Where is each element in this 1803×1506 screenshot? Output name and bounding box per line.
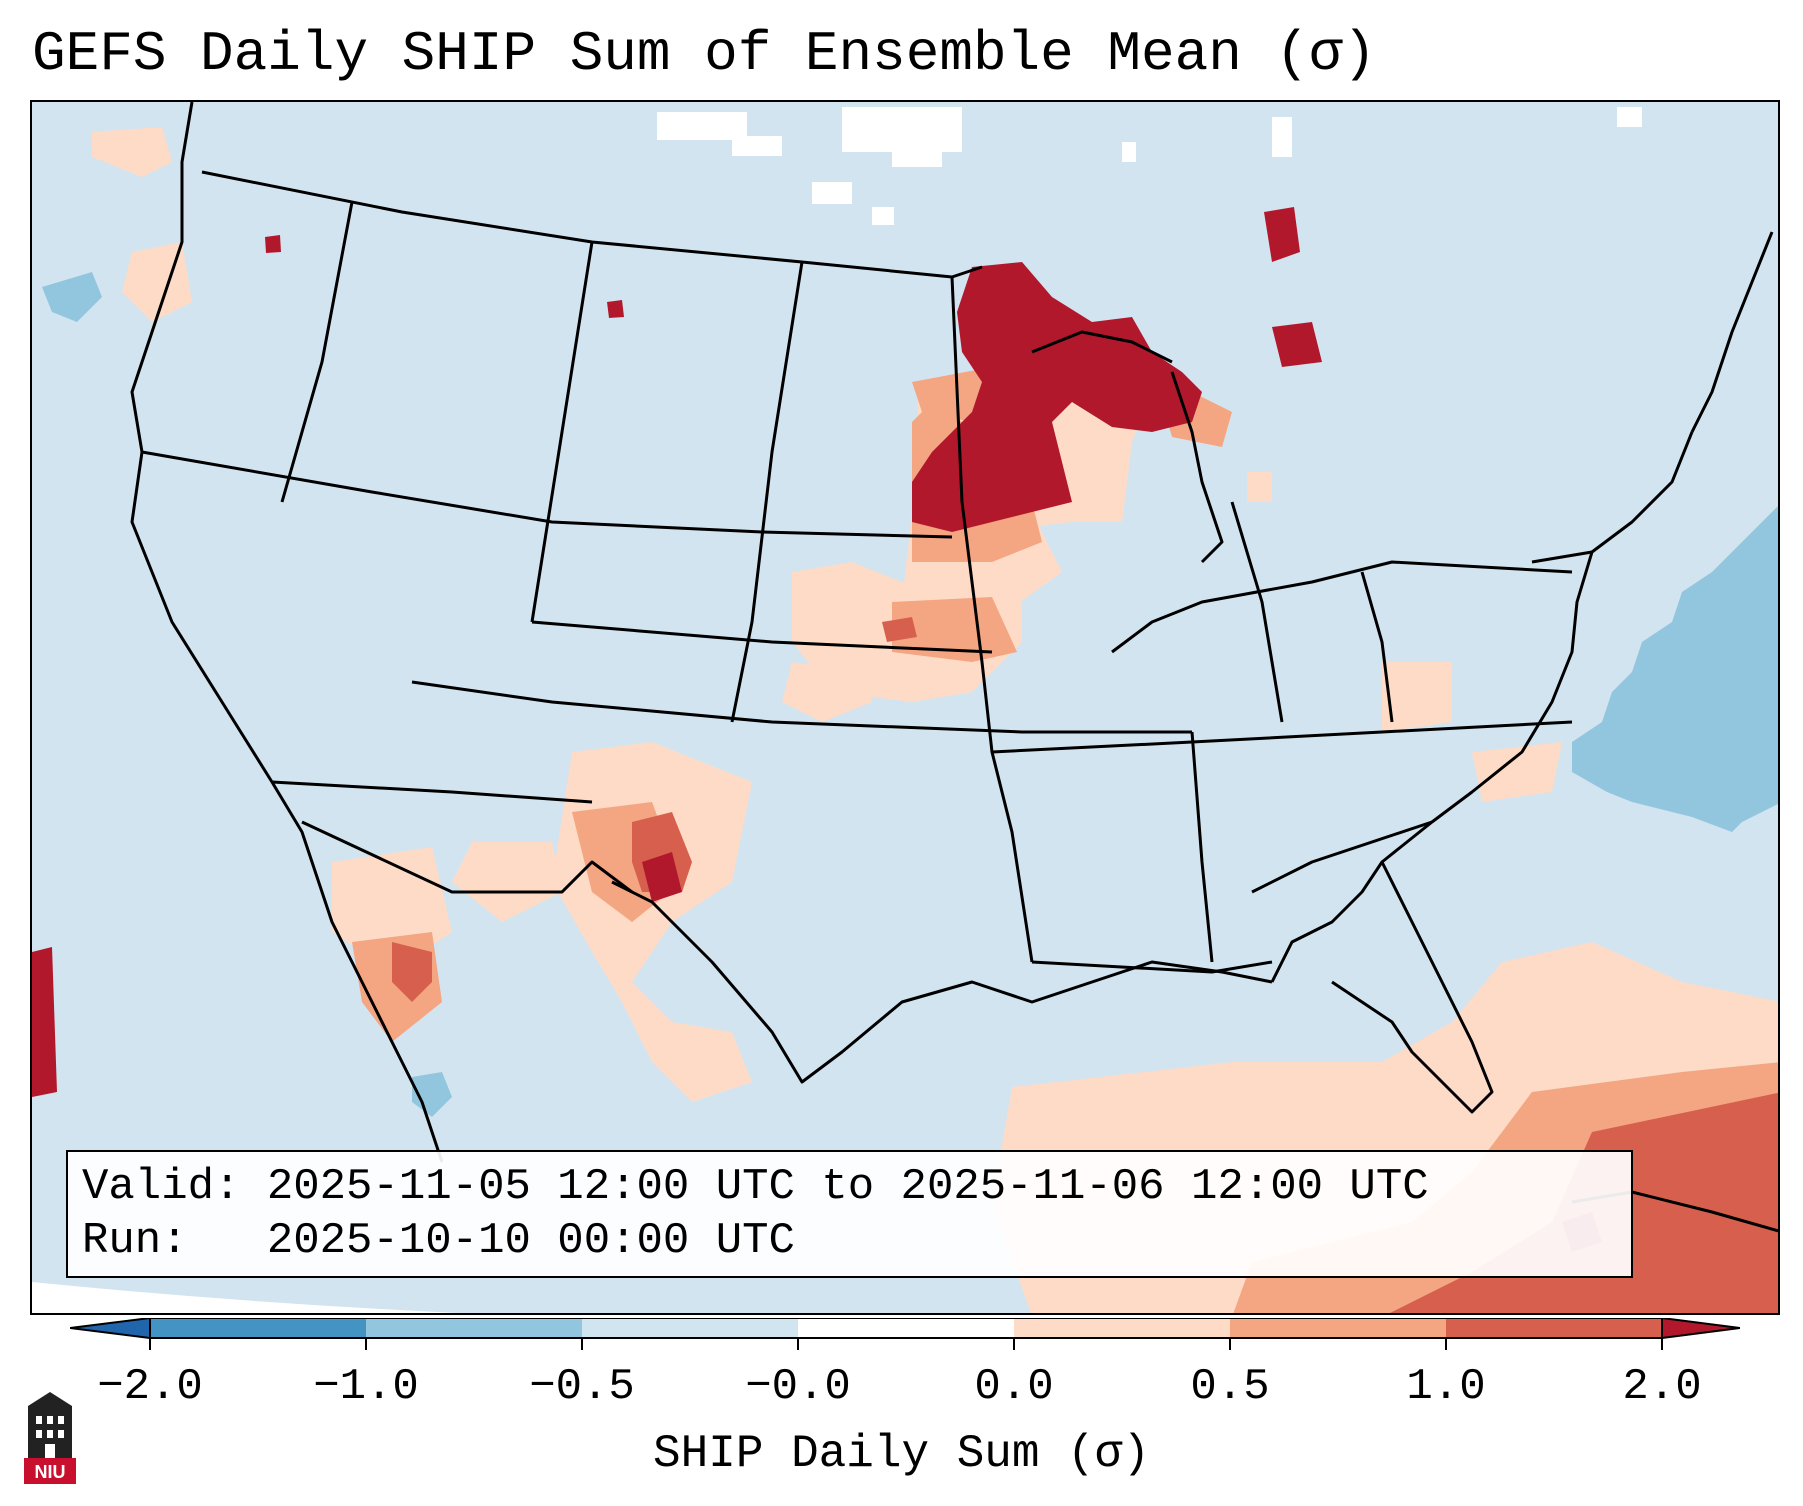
anomaly-extreme-positive: [32, 207, 1602, 1252]
niu-logo: NIU: [24, 1392, 76, 1484]
colorbar-tick-label: −0.0: [745, 1362, 851, 1412]
map-borders: [130, 102, 1778, 1233]
valid-value: 2025-11-05 12:00 UTC to 2025-11-06 12:00…: [266, 1162, 1429, 1212]
map-title: GEFS Daily SHIP Sum of Ensemble Mean (σ): [32, 22, 1377, 86]
colorbar-tick-label: 0.0: [974, 1362, 1054, 1412]
colorbar-bin-6: [1230, 1318, 1446, 1338]
colorbar-tick-label: −0.5: [529, 1362, 635, 1412]
colorbar-bin-5: [1014, 1318, 1230, 1338]
colorbar-bin-2: [366, 1318, 582, 1338]
colorbar-extend-low: [70, 1318, 150, 1338]
colorbar-tick-marks: [149, 1338, 1663, 1350]
valid-label: Valid:: [82, 1162, 241, 1212]
map-canvas: [32, 102, 1778, 1313]
colorbar-tick-labels: −2.0 −1.0 −0.5 −0.0 0.0 0.5 1.0 2.0: [0, 1362, 1803, 1422]
map-panel[interactable]: [30, 100, 1780, 1315]
run-time-line: Run: 2025-10-10 00:00 UTC: [82, 1214, 1617, 1268]
colorbar-title: SHIP Daily Sum (σ): [653, 1428, 1150, 1480]
colorbar-tick-label: 2.0: [1622, 1362, 1702, 1412]
missing-data-patches: [657, 107, 1642, 225]
anomaly-atlantic-negative: [1572, 506, 1778, 832]
colorbar-bin-7: [1446, 1318, 1662, 1338]
anomaly-pacific-negative: [42, 272, 102, 322]
colorbar-extend-high: [1662, 1318, 1740, 1338]
valid-time-line: Valid: 2025-11-05 12:00 UTC to 2025-11-0…: [82, 1160, 1617, 1214]
colorbar-tick-label: −1.0: [313, 1362, 419, 1412]
colorbar-bin-1: [150, 1318, 366, 1338]
colorbar-extend-outline: [70, 1318, 151, 1339]
colorbar-bin-3: [582, 1318, 798, 1338]
projection-edge-left: [32, 1282, 458, 1313]
colorbar-outline: [149, 1318, 1663, 1339]
valid-run-info-box: Valid: 2025-11-05 12:00 UTC to 2025-11-0…: [66, 1150, 1633, 1278]
colorbar-tick-label: 0.5: [1190, 1362, 1270, 1412]
colorbar-tick-label: −2.0: [97, 1362, 203, 1412]
colorbar-extend-outline-r: [1661, 1318, 1740, 1339]
colorbar-tick-label: 1.0: [1406, 1362, 1486, 1412]
run-value: 2025-10-10 00:00 UTC: [266, 1216, 795, 1266]
logo-text: NIU: [35, 1462, 66, 1482]
colorbar-bin-4: [798, 1318, 1014, 1338]
run-label: Run:: [82, 1216, 188, 1266]
colorbar: [70, 1318, 1740, 1350]
